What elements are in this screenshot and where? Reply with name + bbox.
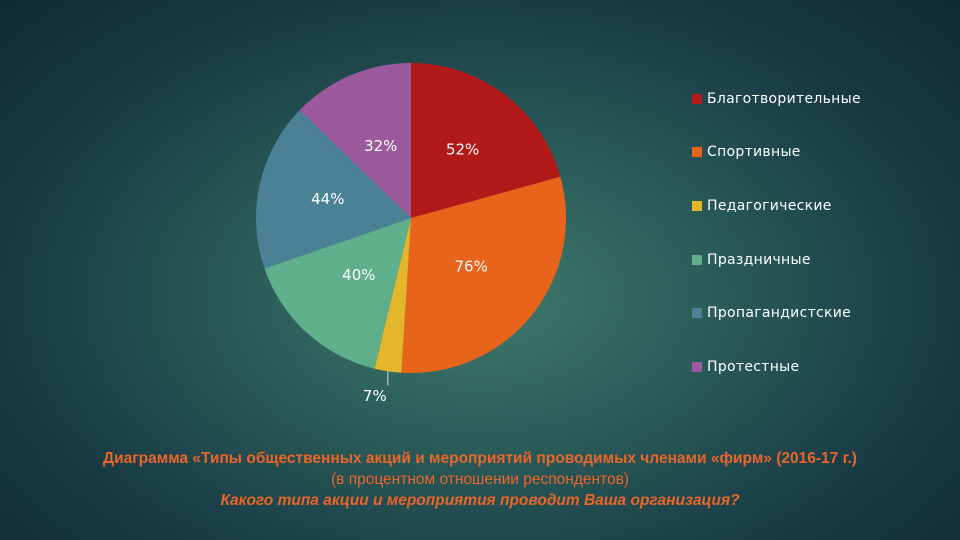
data-label: 44%	[311, 190, 344, 208]
caption-title: Диаграмма «Типы общественных акций и мер…	[103, 450, 857, 467]
data-label: 52%	[446, 141, 479, 159]
pie-slice	[401, 176, 566, 374]
data-label: 32%	[364, 137, 397, 155]
chart-legend: Благотворительные Спортивные Педагогичес…	[692, 72, 861, 394]
chart-caption: Диаграмма «Типы общественных акций и мер…	[0, 448, 960, 511]
legend-swatch	[692, 308, 702, 319]
legend-item: Спортивные	[692, 126, 861, 180]
legend-item: Пропагандистские	[692, 286, 861, 340]
legend-label: Праздничные	[707, 251, 811, 268]
pie-slice	[264, 218, 411, 369]
legend-swatch	[692, 200, 702, 211]
legend-item: Педагогические	[692, 179, 861, 233]
caption-subtitle: (в процентном отношении респондентов)	[331, 471, 629, 488]
pie-slice	[411, 63, 561, 218]
legend-swatch	[692, 93, 702, 104]
pie-slice	[299, 63, 411, 218]
pie-slice	[256, 110, 411, 269]
legend-item: Праздничные	[692, 233, 861, 287]
legend-label: Пропагандистские	[707, 305, 852, 322]
data-label: 7%	[363, 387, 387, 405]
data-label: 40%	[342, 266, 375, 284]
legend-label: Благотворительные	[707, 90, 861, 107]
pie-slice	[374, 218, 411, 373]
legend-swatch	[692, 361, 702, 372]
legend-item: Протестные	[692, 340, 861, 394]
caption-question: Какого типа акции и мероприятия проводит…	[220, 492, 740, 509]
legend-swatch	[692, 254, 702, 265]
legend-swatch	[692, 147, 702, 158]
data-label: 76%	[454, 257, 487, 275]
legend-label: Педагогические	[707, 197, 832, 214]
pie-chart: 52% 76% 7% 40% 44% 32%	[256, 63, 566, 405]
legend-item: Благотворительные	[692, 72, 861, 126]
legend-label: Протестные	[707, 358, 800, 375]
legend-label: Спортивные	[707, 144, 801, 161]
